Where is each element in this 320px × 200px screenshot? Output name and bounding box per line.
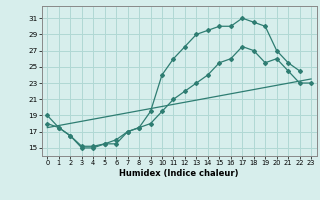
X-axis label: Humidex (Indice chaleur): Humidex (Indice chaleur) — [119, 169, 239, 178]
